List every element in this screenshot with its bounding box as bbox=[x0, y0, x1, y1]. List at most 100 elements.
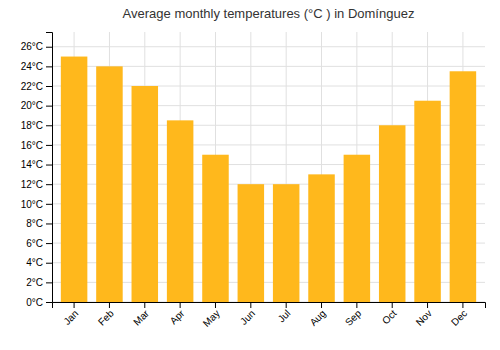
bar bbox=[414, 101, 441, 302]
axis-line bbox=[53, 303, 486, 309]
tick-mark bbox=[427, 302, 428, 308]
tick: Apr bbox=[168, 302, 187, 326]
tick-mark bbox=[286, 302, 287, 308]
tick-mark bbox=[46, 204, 52, 205]
x-axis: Jan Feb Mar Apr May Jun Jul Aug Sep Oct Nov Dec bbox=[53, 302, 486, 329]
tick-label: 0°C bbox=[26, 297, 43, 308]
title: Average monthly temperatures (°C ) in Do… bbox=[123, 6, 415, 21]
tick-mark bbox=[46, 106, 52, 107]
tick-mark bbox=[46, 47, 52, 48]
tick-mark bbox=[46, 66, 52, 67]
bars bbox=[61, 57, 476, 302]
tick-label: Jun bbox=[238, 308, 257, 327]
bar bbox=[344, 155, 371, 302]
tick: 0°C bbox=[26, 297, 52, 308]
tick-mark bbox=[250, 302, 251, 308]
tick-label: Dec bbox=[449, 308, 469, 328]
tick: Sep bbox=[343, 302, 364, 328]
tick: 18°C bbox=[21, 120, 52, 131]
tick-label: 16°C bbox=[21, 140, 43, 151]
tick-label: Sep bbox=[343, 307, 364, 328]
bar bbox=[379, 125, 406, 302]
tick-label: 22°C bbox=[21, 81, 43, 92]
tick: 4°C bbox=[26, 257, 52, 268]
tick-label: 6°C bbox=[26, 238, 43, 249]
tick: 12°C bbox=[21, 179, 52, 190]
bar bbox=[96, 66, 123, 302]
tick: 26°C bbox=[21, 41, 52, 52]
tick-label: Mar bbox=[131, 307, 151, 327]
tick-mark bbox=[392, 302, 393, 308]
tick-label: 14°C bbox=[21, 159, 43, 170]
tick: 6°C bbox=[26, 238, 52, 249]
tick-mark bbox=[356, 302, 357, 308]
tick: Nov bbox=[414, 302, 434, 328]
tick-mark bbox=[46, 184, 52, 185]
bar bbox=[132, 86, 159, 302]
tick-mark bbox=[46, 165, 52, 166]
tick: 20°C bbox=[21, 100, 52, 111]
tick-label: 8°C bbox=[26, 218, 43, 229]
tick-label: 24°C bbox=[21, 61, 43, 72]
tick: Feb bbox=[96, 302, 116, 328]
tick-label: 20°C bbox=[21, 100, 43, 111]
tick-label: 2°C bbox=[26, 277, 43, 288]
tick: Jul bbox=[276, 302, 293, 324]
chart: Average monthly temperatures (°C ) in Do… bbox=[0, 0, 500, 350]
tick-mark bbox=[46, 263, 52, 264]
bar bbox=[61, 57, 88, 302]
tick: 10°C bbox=[21, 199, 52, 210]
tick-mark bbox=[109, 302, 110, 308]
tick-label: 26°C bbox=[21, 41, 43, 52]
tick-label: 4°C bbox=[26, 257, 43, 268]
chart-container: Average monthly temperatures (°C ) in Do… bbox=[0, 0, 500, 350]
tick-mark bbox=[46, 223, 52, 224]
tick-mark bbox=[321, 302, 322, 308]
bar bbox=[450, 71, 477, 302]
tick-label: 12°C bbox=[21, 179, 43, 190]
grid bbox=[52, 32, 485, 302]
tick-label: Jul bbox=[276, 308, 293, 325]
tick-label: Nov bbox=[414, 308, 434, 328]
tick-mark bbox=[46, 125, 52, 126]
tick-mark bbox=[144, 302, 145, 308]
tick: Jan bbox=[61, 302, 80, 327]
tick-mark bbox=[46, 145, 52, 146]
tick-mark bbox=[46, 86, 52, 87]
tick: Dec bbox=[449, 302, 469, 328]
tick: 8°C bbox=[26, 218, 52, 229]
grid-line bbox=[52, 46, 485, 47]
tick: Aug bbox=[308, 302, 328, 328]
tick-mark bbox=[46, 243, 52, 244]
bar bbox=[167, 120, 194, 302]
tick-label: Oct bbox=[380, 308, 399, 327]
tick-label: May bbox=[201, 308, 222, 329]
tick-mark bbox=[46, 282, 52, 283]
bar bbox=[273, 184, 300, 302]
tick: 2°C bbox=[26, 277, 52, 288]
tick: Oct bbox=[380, 302, 399, 326]
tick: 24°C bbox=[21, 61, 52, 72]
plot: 0°C 2°C 4°C 6°C 8°C 10°C 12°C 14°C 16°C 18°C 20°C 2… bbox=[21, 32, 486, 329]
bar bbox=[308, 174, 335, 302]
tick-label: Aug bbox=[308, 308, 328, 328]
bar bbox=[238, 184, 265, 302]
tick-mark bbox=[46, 302, 52, 303]
tick-label: 10°C bbox=[21, 199, 43, 210]
bar bbox=[202, 155, 229, 302]
tick: May bbox=[201, 302, 222, 329]
tick-mark bbox=[74, 302, 75, 308]
tick-label: Feb bbox=[96, 307, 116, 327]
tick: Jun bbox=[238, 302, 257, 327]
y-axis: 0°C 2°C 4°C 6°C 8°C 10°C 12°C 14°C 16°C 18°C 20°C 2… bbox=[21, 33, 53, 308]
tick-mark bbox=[462, 302, 463, 308]
tick-mark bbox=[215, 302, 216, 308]
tick: 16°C bbox=[21, 140, 52, 151]
tick-label: 18°C bbox=[21, 120, 43, 131]
tick-label: Jan bbox=[61, 308, 80, 327]
axis-line bbox=[46, 33, 53, 303]
tick: 14°C bbox=[21, 159, 52, 170]
tick: 22°C bbox=[21, 81, 52, 92]
tick: Mar bbox=[131, 302, 151, 328]
tick-label: Apr bbox=[168, 307, 187, 326]
